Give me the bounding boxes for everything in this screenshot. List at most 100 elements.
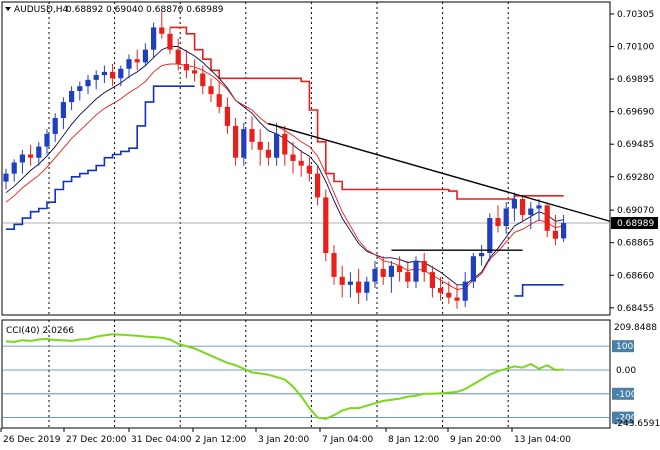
candle-body: [552, 230, 558, 239]
main-panel-frame: [1, 1, 611, 316]
ohlc-label: 0.68892 0.69040 0.68870 0.68989: [66, 5, 224, 15]
price-tick-label: 0.69280: [617, 173, 654, 183]
symbol-label: AUDUSD,H4: [14, 5, 69, 15]
candle-body: [331, 253, 337, 277]
candle-body: [175, 49, 181, 64]
candle-body: [372, 268, 378, 282]
price-axis: 0.70305 0.70100 0.69895 0.69690 0.69485 0.692…: [610, 10, 654, 314]
candle-body: [11, 162, 17, 174]
time-tick-label: 27 Dec 20:00: [66, 435, 127, 445]
candle-body: [93, 75, 99, 80]
candle-body: [347, 281, 353, 285]
candle-body: [429, 272, 435, 288]
cci-level-label: 100: [616, 342, 633, 352]
cci-level-label: -100: [616, 390, 637, 400]
time-tick-label: 26 Dec 2019: [3, 435, 61, 445]
candle-body: [101, 71, 107, 76]
band-lines: [6, 26, 564, 297]
cci-line: [5, 333, 564, 420]
candle-body: [397, 265, 403, 273]
candle-body: [364, 281, 370, 293]
lower-band-line: [6, 85, 195, 230]
candle-body: [454, 297, 460, 301]
grid-lines: [2, 2, 610, 428]
time-tick-label: 2 Jan 12:00: [195, 435, 247, 445]
candle-body: [167, 33, 173, 50]
candle-body: [257, 141, 263, 150]
candle-body: [561, 223, 567, 239]
price-tick-label: 0.69070: [617, 206, 654, 216]
candle-body: [69, 90, 75, 103]
candle-body: [438, 287, 444, 293]
current-price-label: 0.68989: [617, 219, 654, 229]
candle-body: [19, 154, 25, 163]
price-tick-label: 0.70305: [617, 10, 654, 20]
candle-body: [183, 63, 189, 71]
cci-level-box: [612, 387, 634, 400]
cci-level-label: -200: [616, 414, 637, 424]
time-tick-label: 7 Jan 04:00: [322, 435, 374, 445]
candle-body: [290, 154, 296, 161]
candle-body: [298, 160, 304, 166]
trendline[interactable]: [268, 122, 611, 222]
candle-body: [520, 199, 526, 215]
candle-body: [323, 197, 329, 254]
candle-body: [208, 86, 214, 95]
candle-body: [511, 199, 517, 209]
candles: [3, 11, 567, 309]
candle-body: [28, 154, 34, 158]
candle-body: [44, 133, 50, 147]
price-tick-label: 0.68865: [617, 239, 654, 249]
time-tick-label: 9 Jan 20:00: [450, 435, 502, 445]
candle-body: [36, 146, 42, 158]
candle-body: [462, 281, 468, 301]
candle-body: [216, 94, 222, 107]
candle-body: [77, 86, 83, 91]
candle-body: [151, 27, 157, 50]
cci-label: CCI(40) 2.0266: [6, 326, 74, 336]
indicator-panel-frame: [1, 319, 611, 429]
lower-band-line: [514, 283, 564, 297]
price-tick-label: 0.68660: [617, 271, 654, 281]
cci-series-line: [5, 333, 564, 420]
candle-body: [249, 129, 255, 142]
candle-body: [339, 276, 345, 285]
cci-axis: 100 0.00 -100 -200 209.8488 -243.6591: [612, 323, 660, 429]
candle-body: [405, 272, 411, 282]
candle-body: [110, 71, 116, 79]
price-tick-label: 0.69895: [617, 75, 654, 85]
time-tick-label: 3 Jan 20:00: [258, 435, 310, 445]
candle-body: [528, 208, 534, 215]
time-tick-label: 31 Dec 04:00: [131, 435, 192, 445]
candle-body: [479, 253, 485, 257]
candle-body: [446, 292, 452, 298]
candle-body: [470, 256, 476, 282]
time-tick-label: 8 Jan 12:00: [388, 435, 440, 445]
candle-body: [544, 205, 550, 231]
candle-body: [315, 173, 321, 198]
candle-body: [421, 260, 427, 273]
candle-body: [134, 59, 140, 63]
price-tick-label: 0.69690: [617, 108, 654, 118]
candle-body: [274, 133, 280, 158]
price-tick-label: 0.70100: [617, 42, 654, 52]
candle-body: [60, 102, 66, 118]
time-axis: 26 Dec 2019 27 Dec 20:00 31 Dec 04:00 2 Jan…: [0, 428, 571, 445]
candle-body: [503, 208, 509, 227]
candle-body: [3, 173, 9, 182]
dropdown-triangle-icon[interactable]: [5, 7, 11, 11]
cci-level-label: 0.00: [616, 366, 636, 376]
upper-band-line: [170, 26, 564, 200]
candle-body: [282, 133, 288, 155]
candle-body: [388, 265, 394, 277]
candle-body: [142, 49, 148, 63]
cci-max-label: 209.8488: [614, 323, 657, 333]
candle-body: [265, 149, 271, 158]
candle-body: [241, 129, 247, 158]
current-price-tag: [611, 217, 658, 230]
candle-body: [126, 59, 132, 69]
candle-body: [536, 205, 542, 209]
cci-level-box: [612, 411, 634, 424]
candle-body: [495, 218, 501, 227]
